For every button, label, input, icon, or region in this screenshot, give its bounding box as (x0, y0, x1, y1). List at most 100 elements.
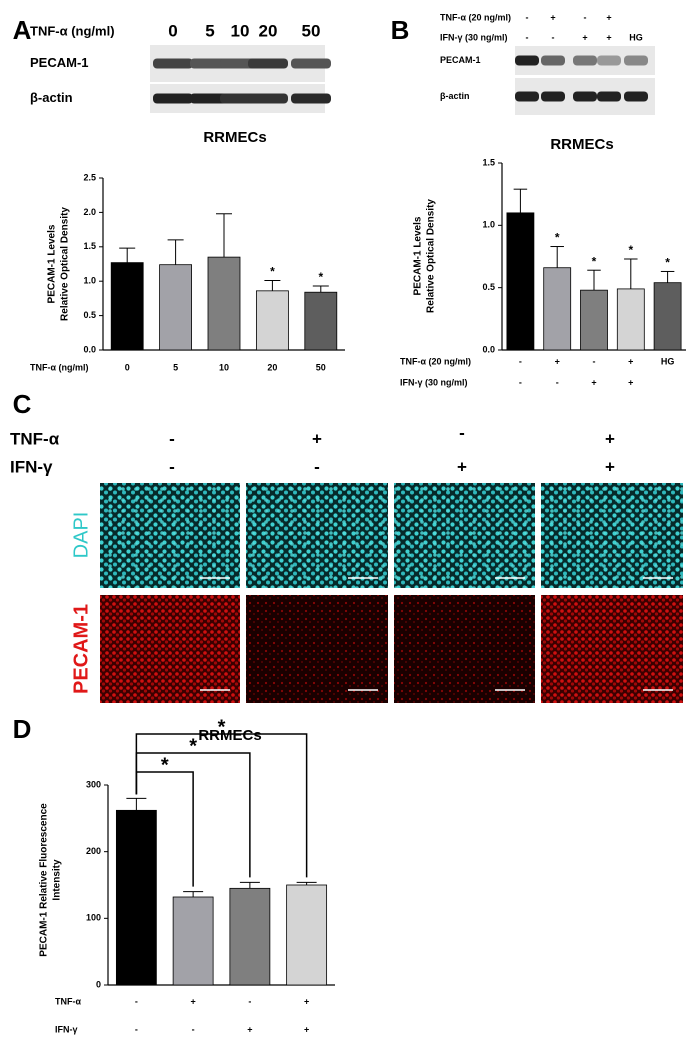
bar (543, 267, 572, 351)
treatment-label: IFN-γ (10, 457, 53, 476)
blot-band (597, 55, 621, 66)
x-tick-label: + (591, 377, 596, 387)
x-tick-label: + (247, 1024, 252, 1034)
lane-label: 0 (168, 21, 177, 40)
dapi-overlay (541, 483, 683, 588)
y-tick-label: 0.5 (83, 310, 96, 320)
y-tick-label: 0.0 (83, 344, 96, 354)
significance-mark: * (592, 254, 597, 268)
lane-label: + (605, 429, 615, 448)
lane-label: + (606, 32, 611, 42)
panel-letter: C (13, 389, 32, 419)
lane-label: - (169, 457, 175, 476)
significance-mark: * (161, 754, 169, 776)
y-tick-label: 1.0 (482, 220, 495, 230)
lane-label: - (526, 32, 529, 42)
bar (159, 264, 193, 351)
lane-label: - (169, 429, 175, 448)
x-tick-label: - (519, 377, 522, 387)
x-tick-label: - (248, 996, 251, 1006)
x-tick-label: HG (661, 356, 675, 366)
x-tick-label: + (555, 356, 560, 366)
lane-label: - (552, 32, 555, 42)
blot-band (248, 93, 288, 104)
y-tick-label: 0.5 (482, 282, 495, 292)
bar (110, 262, 144, 351)
row-label: IFN-γ (55, 1024, 78, 1034)
chart-title: RRMECs (198, 727, 261, 744)
chart-title: RRMECs (550, 136, 613, 153)
blot-band (515, 91, 539, 102)
blot-band (624, 55, 648, 66)
blot-band (190, 58, 230, 69)
blot-band (597, 91, 621, 102)
x-tick-label: + (304, 1024, 309, 1034)
lane-label: 20 (259, 21, 278, 40)
treatment-label: IFN-γ (30 ng/ml) (440, 32, 508, 42)
lane-label: + (312, 429, 322, 448)
significance-mark: * (270, 265, 275, 279)
pecam-image (100, 595, 240, 703)
blot-band (541, 55, 565, 66)
y-tick-label: 2.5 (83, 172, 96, 182)
x-tick-label: + (628, 377, 633, 387)
bar (653, 282, 682, 351)
bar (172, 896, 214, 986)
x-tick-label: 10 (219, 362, 229, 372)
blot-band (541, 91, 565, 102)
lane-label: - (459, 423, 465, 442)
y-tick-label: 1.5 (482, 157, 495, 167)
x-tick-label: 50 (316, 362, 326, 372)
bar (255, 290, 289, 351)
blot-row-label: β-actin (440, 91, 470, 101)
y-tick-label: 100 (86, 913, 101, 923)
treatment-label: TNF-α (10, 429, 60, 448)
significance-mark: * (555, 231, 560, 245)
lane-label: HG (629, 32, 643, 42)
bar (616, 288, 645, 351)
x-axis-label: TNF-α (ng/ml) (30, 362, 89, 372)
y-tick-label: 1.0 (83, 276, 96, 286)
panel-letter: A (13, 15, 32, 45)
blot-band (624, 91, 648, 102)
blot-band (153, 93, 193, 104)
pecam-image (394, 595, 535, 703)
bar (304, 291, 338, 351)
x-tick-label: + (304, 996, 309, 1006)
y-tick-label: 0.0 (482, 344, 495, 354)
x-tick-label: - (135, 996, 138, 1006)
lane-label: - (526, 12, 529, 22)
bar (115, 809, 157, 986)
row-label: IFN-γ (30 ng/ml) (400, 377, 468, 387)
row-label: TNF-α (55, 996, 81, 1006)
significance-mark: * (318, 270, 323, 284)
significance-bracket (135, 733, 308, 878)
x-tick-label: 0 (125, 362, 130, 372)
panel-letter: D (13, 714, 32, 744)
stain-label: DAPI (70, 512, 92, 559)
lane-label: + (605, 457, 615, 476)
lane-label: - (584, 12, 587, 22)
lane-label: - (314, 457, 320, 476)
y-axis-label: Intensity (52, 859, 63, 901)
bar (580, 289, 608, 351)
blot-band (515, 55, 539, 66)
lane-label: 10 (231, 21, 250, 40)
y-axis-label: PECAM-1 Levels (413, 216, 424, 295)
lane-label: + (457, 457, 467, 476)
blot-row-label: β-actin (30, 90, 73, 105)
blot-band (573, 91, 597, 102)
treatment-label: TNF-α (ng/ml) (30, 23, 115, 38)
pecam-image (246, 595, 388, 703)
lane-label: + (582, 32, 587, 42)
x-tick-label: - (556, 377, 559, 387)
blot-band (190, 93, 230, 104)
dapi-overlay (100, 483, 240, 588)
lane-label: 50 (302, 21, 321, 40)
lane-label: 5 (205, 21, 214, 40)
y-tick-label: 0 (96, 979, 101, 989)
bar (229, 887, 271, 986)
blot-band (291, 93, 331, 104)
y-axis-label: PECAM-1 Levels (47, 224, 58, 303)
